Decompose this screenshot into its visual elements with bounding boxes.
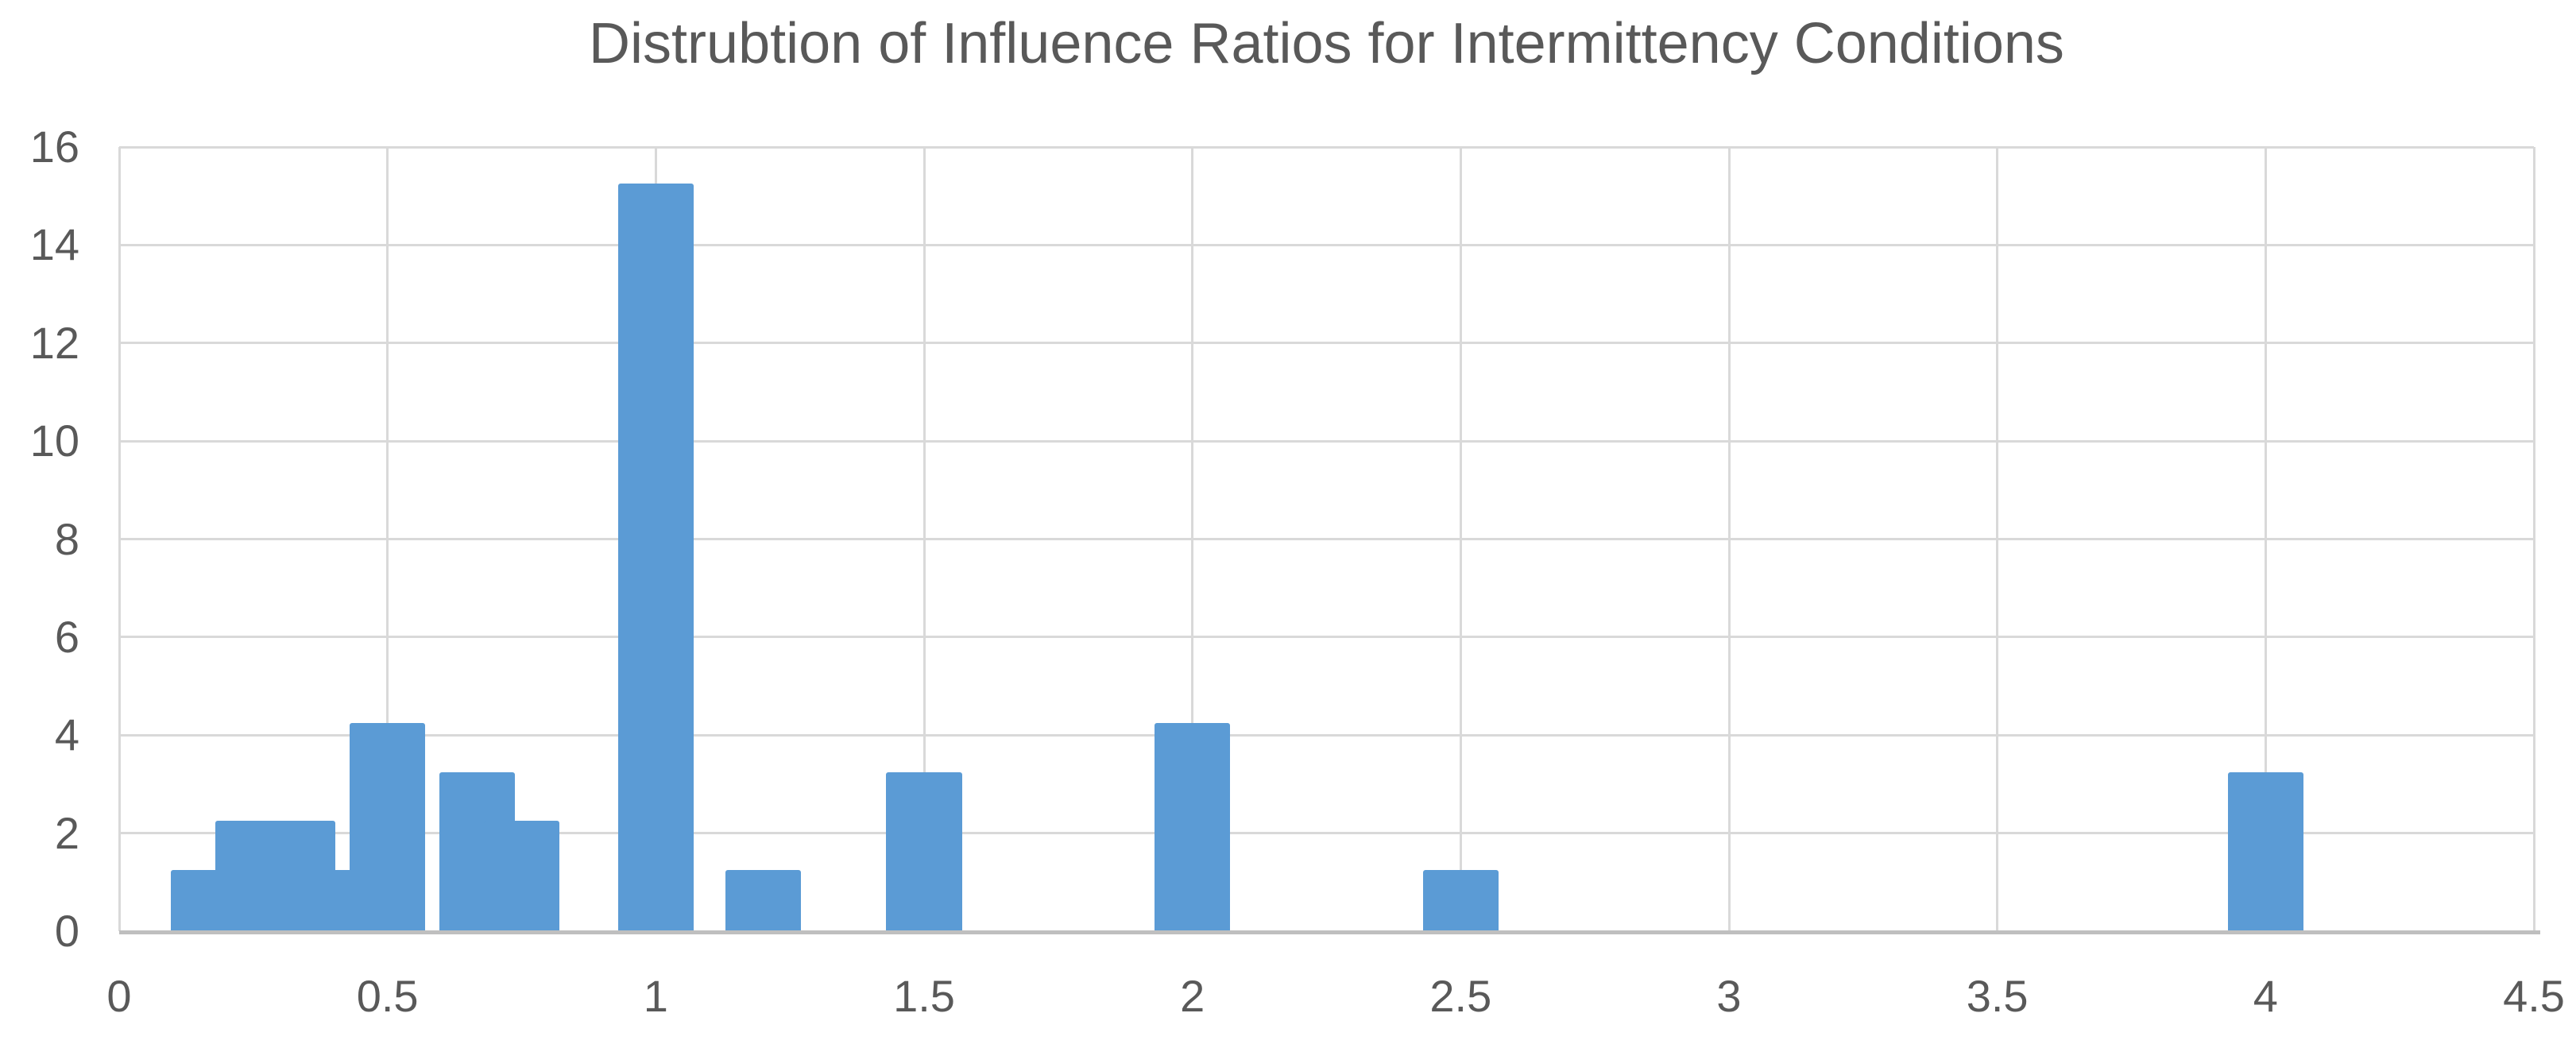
x-tick-label: 3.5 <box>1966 971 2029 1021</box>
y-gridline <box>119 243 2534 246</box>
x-gridline <box>2532 147 2535 931</box>
y-gridline <box>119 145 2534 149</box>
y-tick-label: 6 <box>54 611 79 662</box>
x-tick-label: 4.5 <box>2503 971 2565 1021</box>
y-tick-label: 16 <box>29 122 79 172</box>
y-gridline <box>119 733 2534 737</box>
bar <box>483 821 560 931</box>
bar <box>1155 722 1231 931</box>
x-tick-label: 0.5 <box>356 971 419 1021</box>
y-gridline <box>119 342 2534 345</box>
chart-title: Distrubtion of Influence Ratios for Inte… <box>589 12 2064 75</box>
x-tick-label: 3 <box>1716 971 1742 1021</box>
y-tick-label: 12 <box>29 317 79 368</box>
bar <box>2227 771 2303 931</box>
bar <box>350 722 426 931</box>
x-tick-label: 1 <box>643 971 668 1021</box>
y-tick-label: 8 <box>54 513 79 564</box>
x-tick-label: 2 <box>1180 971 1205 1021</box>
bar <box>725 869 801 931</box>
y-gridline <box>119 538 2534 540</box>
x-tick-label: 0 <box>106 971 132 1021</box>
y-gridline <box>119 832 2534 835</box>
y-tick-label: 14 <box>29 219 79 270</box>
y-tick-label: 0 <box>54 906 79 956</box>
x-tick-label: 4 <box>2253 971 2278 1021</box>
y-tick-label: 2 <box>54 807 79 858</box>
bar <box>617 184 694 931</box>
y-gridline <box>119 439 2534 443</box>
x-tick-label: 1.5 <box>893 971 955 1021</box>
x-tick-label: 2.5 <box>1429 971 1492 1021</box>
x-axis-line <box>119 930 2540 934</box>
y-gridline <box>119 636 2534 639</box>
y-tick-label: 4 <box>54 710 79 760</box>
bar <box>886 771 962 931</box>
y-tick-label: 10 <box>29 416 79 466</box>
bar <box>1422 869 1499 931</box>
